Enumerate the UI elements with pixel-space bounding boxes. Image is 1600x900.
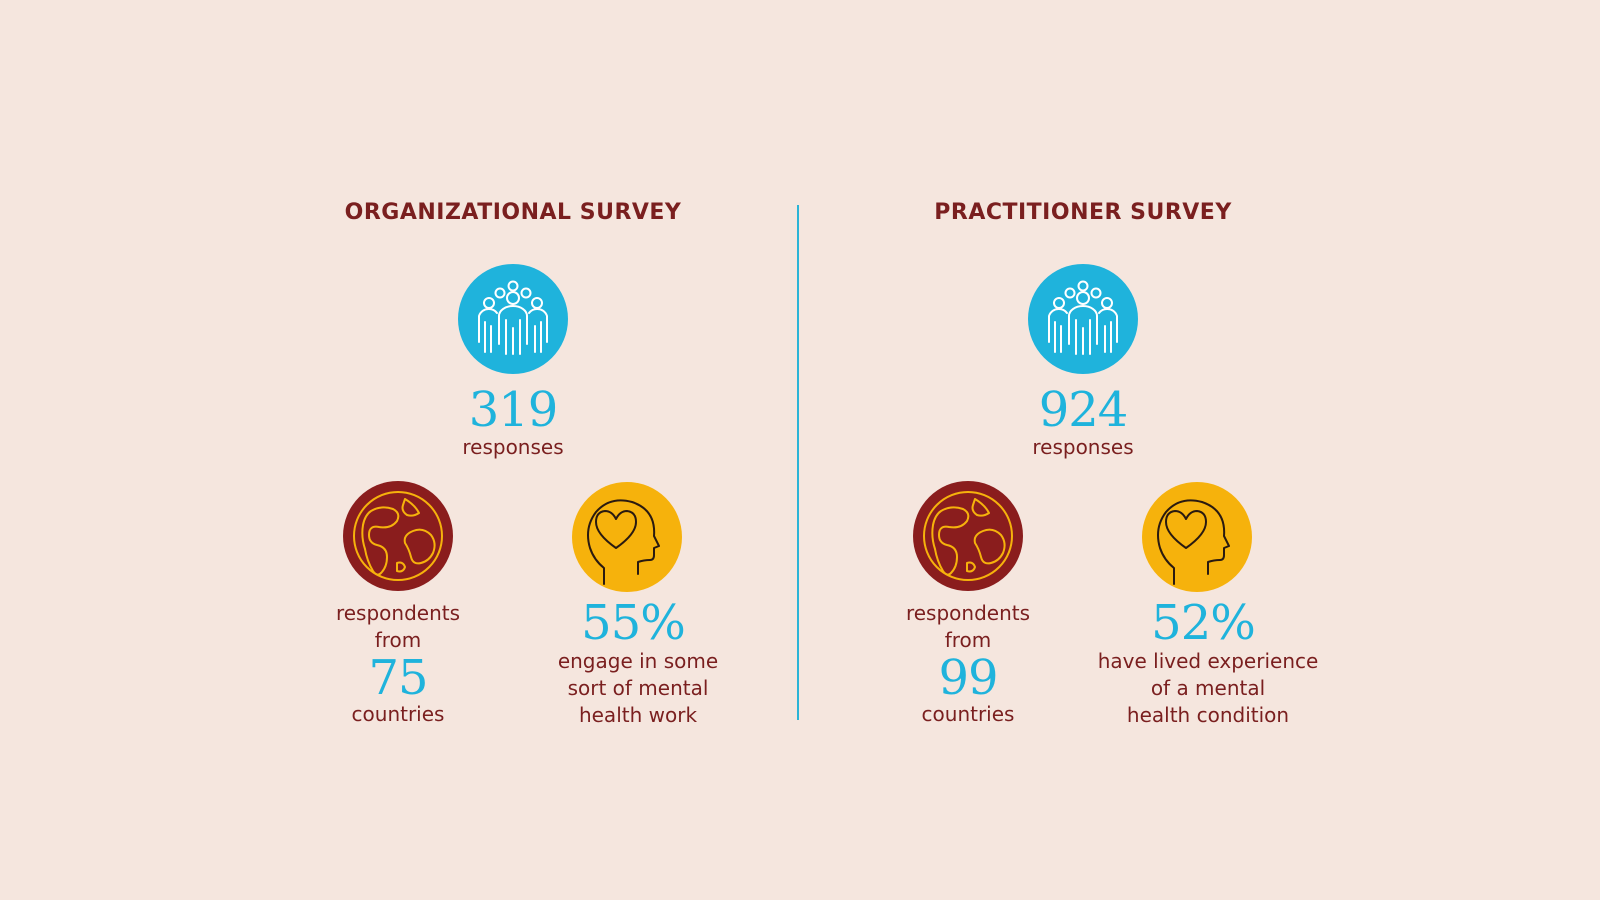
- percent-description: engage in some sort of mental health wor…: [557, 649, 719, 727]
- head-heart-icon: [1142, 482, 1252, 592]
- people-group-icon: [458, 264, 568, 374]
- survey-title: PRACTITIONER SURVEY: [934, 200, 1232, 225]
- globe-icon: [913, 481, 1023, 591]
- percent-value: 52%: [1151, 595, 1256, 651]
- responses-count: 924: [1038, 382, 1129, 438]
- countries-label: countries: [921, 702, 1015, 726]
- people-group-icon: [1028, 264, 1138, 374]
- head-heart-icon: [572, 482, 682, 592]
- responses-label: responses: [462, 435, 564, 459]
- globe-icon: [343, 481, 453, 591]
- countries-count: 99: [938, 650, 998, 706]
- respondents-from-label: respondents from: [905, 601, 1031, 652]
- percent-value: 55%: [581, 595, 686, 651]
- countries-count: 75: [368, 650, 428, 706]
- responses-label: responses: [1032, 435, 1134, 459]
- practitioner-survey-panel: PRACTITIONER SURVEY 92: [783, 0, 1383, 900]
- survey-title: ORGANIZATIONAL SURVEY: [344, 200, 682, 225]
- panel-divider: [797, 205, 799, 720]
- respondents-from-label: respondents from: [335, 601, 461, 652]
- organizational-survey-panel: ORGANIZATIONAL SURVEY: [213, 0, 813, 900]
- countries-label: countries: [351, 702, 445, 726]
- percent-description: have lived experience of a mental health…: [1097, 649, 1319, 727]
- responses-count: 319: [468, 382, 559, 438]
